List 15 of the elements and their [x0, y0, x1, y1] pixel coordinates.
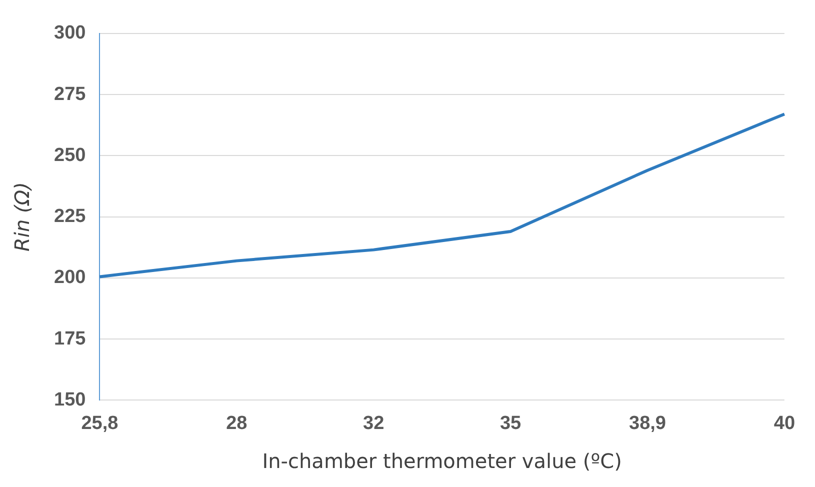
y-tick-label: 300 [54, 22, 86, 44]
x-tick-label: 28 [226, 412, 248, 434]
y-tick-label: 150 [54, 389, 86, 410]
x-tick-label: 38,9 [628, 412, 666, 434]
y-tick-label: 225 [54, 206, 86, 228]
x-axis-title: In-chamber thermometer value (ºC) [262, 449, 622, 474]
x-tick-label: 25,8 [81, 412, 118, 434]
y-tick-label: 175 [54, 328, 86, 350]
x-tick-label: 40 [774, 412, 796, 434]
y-tick-label: 250 [54, 144, 86, 166]
x-tick-label: 32 [363, 412, 384, 434]
y-axis-title: Rin (Ω) [10, 182, 34, 252]
y-tick-label: 200 [54, 267, 86, 288]
y-tick-label: 275 [54, 84, 86, 105]
x-tick-label: 35 [500, 412, 522, 434]
